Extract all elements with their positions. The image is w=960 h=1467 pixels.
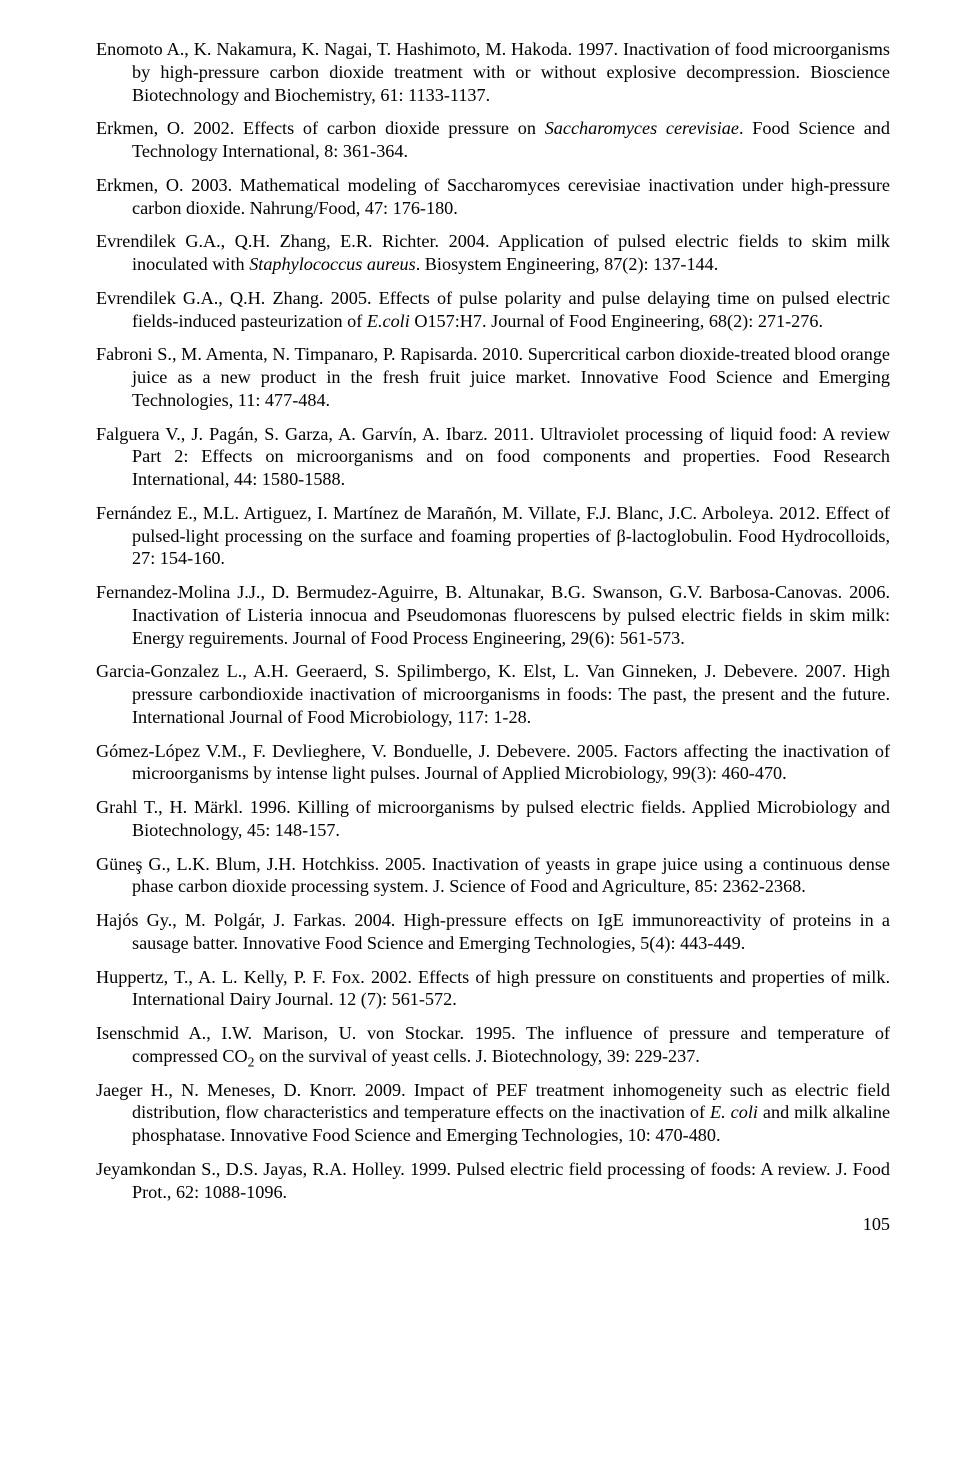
reference-entry: Jeyamkondan S., D.S. Jayas, R.A. Holley.…	[96, 1158, 890, 1204]
reference-entry: Erkmen, O. 2003. Mathematical modeling o…	[96, 174, 890, 220]
reference-entry: Isenschmid A., I.W. Marison, U. von Stoc…	[96, 1022, 890, 1068]
reference-entry: Fernández E., M.L. Artiguez, I. Martínez…	[96, 502, 890, 570]
reference-entry: Güneş G., L.K. Blum, J.H. Hotchkiss. 200…	[96, 853, 890, 899]
reference-entry: Enomoto A., K. Nakamura, K. Nagai, T. Ha…	[96, 38, 890, 106]
reference-entry: Gómez-López V.M., F. Devlieghere, V. Bon…	[96, 740, 890, 786]
reference-entry: Evrendilek G.A., Q.H. Zhang, E.R. Richte…	[96, 230, 890, 276]
reference-entry: Erkmen, O. 2002. Effects of carbon dioxi…	[96, 117, 890, 163]
reference-entry: Huppertz, T., A. L. Kelly, P. F. Fox. 20…	[96, 966, 890, 1012]
page-number: 105	[96, 1214, 890, 1235]
reference-entry: Hajós Gy., M. Polgár, J. Farkas. 2004. H…	[96, 909, 890, 955]
reference-entry: Garcia-Gonzalez L., A.H. Geeraerd, S. Sp…	[96, 660, 890, 728]
reference-entry: Falguera V., J. Pagán, S. Garza, A. Garv…	[96, 423, 890, 491]
reference-entry: Jaeger H., N. Meneses, D. Knorr. 2009. I…	[96, 1079, 890, 1147]
reference-entry: Fernandez-Molina J.J., D. Bermudez-Aguir…	[96, 581, 890, 649]
reference-entry: Fabroni S., M. Amenta, N. Timpanaro, P. …	[96, 343, 890, 411]
references-list: Enomoto A., K. Nakamura, K. Nagai, T. Ha…	[96, 38, 890, 1203]
reference-entry: Evrendilek G.A., Q.H. Zhang. 2005. Effec…	[96, 287, 890, 333]
reference-entry: Grahl T., H. Märkl. 1996. Killing of mic…	[96, 796, 890, 842]
